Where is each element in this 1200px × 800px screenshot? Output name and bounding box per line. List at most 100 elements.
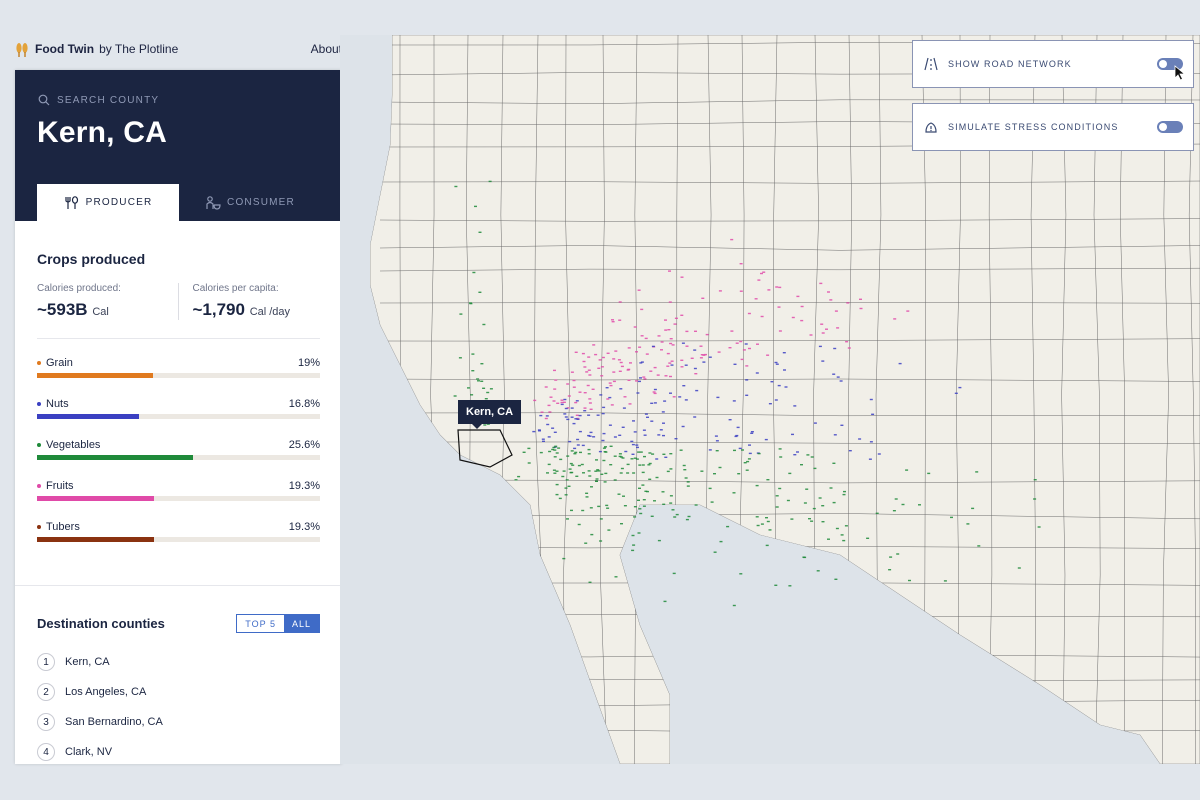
flow-dot <box>587 470 591 472</box>
all-button[interactable]: ALL <box>283 615 319 632</box>
top5-button[interactable]: TOP 5 <box>237 615 284 632</box>
road-network-control[interactable]: SHOW ROAD NETWORK <box>912 40 1194 88</box>
flow-dot <box>580 463 584 466</box>
flow-dot <box>669 502 673 504</box>
flow-dot <box>726 525 730 528</box>
flow-dot <box>590 486 593 488</box>
flow-dot <box>743 462 747 464</box>
stress-conditions-control[interactable]: SIMULATE STRESS CONDITIONS <box>912 103 1194 151</box>
flow-dot <box>621 457 625 459</box>
flow-dot <box>567 485 571 487</box>
flow-dot <box>656 374 660 376</box>
flow-dot <box>533 399 537 402</box>
flow-dot <box>718 290 722 292</box>
flow-dot <box>554 379 558 381</box>
flow-dot <box>569 471 573 474</box>
county-border <box>633 35 638 764</box>
flow-dot <box>766 354 770 356</box>
search-box[interactable] <box>38 94 237 106</box>
crop-bar-track <box>37 537 320 542</box>
flow-dot <box>756 524 760 527</box>
flow-dot <box>611 319 614 321</box>
flow-dot <box>562 470 566 472</box>
flow-dot <box>892 510 896 512</box>
flow-dot <box>778 330 782 332</box>
flow-dot <box>608 396 612 399</box>
tab-producer[interactable]: PRODUCER <box>37 184 179 221</box>
flow-dot <box>694 330 697 332</box>
flow-dot <box>739 290 743 292</box>
flow-dot <box>587 434 591 437</box>
crop-dot <box>37 525 41 529</box>
flow-dot <box>600 375 604 377</box>
map-view[interactable]: SHOW ROAD NETWORK SIMULATE STRESS CONDIT… <box>340 35 1200 764</box>
flow-dot <box>762 271 766 273</box>
flow-dot <box>848 450 852 452</box>
flow-dot <box>618 434 622 436</box>
flow-dot <box>777 306 781 308</box>
list-item[interactable]: 4 Clark, NV <box>37 737 320 764</box>
flow-dot <box>555 470 559 472</box>
flow-dot <box>527 462 531 464</box>
flow-dot <box>702 354 706 356</box>
flow-dot <box>791 316 795 319</box>
flow-dot <box>672 396 676 398</box>
tab-consumer[interactable]: CONSUMER <box>179 184 321 221</box>
flow-dot <box>757 452 761 455</box>
flow-dot <box>954 392 958 394</box>
flow-dot <box>599 394 603 396</box>
stat-label: Calories produced: <box>37 283 121 294</box>
stress-conditions-toggle[interactable] <box>1157 121 1183 133</box>
crop-row: Grain 19% <box>37 357 320 369</box>
about-link[interactable]: About <box>310 42 342 56</box>
flow-dot <box>927 472 931 475</box>
flow-dot <box>587 448 591 451</box>
flow-dot <box>1033 479 1037 481</box>
flow-dot <box>686 485 690 487</box>
flow-dot <box>747 458 751 460</box>
list-item[interactable]: 2 Los Angeles, CA <box>37 677 320 707</box>
flow-dot <box>821 521 825 523</box>
flow-dot <box>651 345 655 348</box>
flow-dot <box>832 462 836 464</box>
brand[interactable]: Food Twin by The Plotline <box>14 41 178 57</box>
flow-dot <box>793 454 797 456</box>
flow-dot <box>710 501 714 503</box>
flow-dot <box>754 298 758 300</box>
origin-county-label: Kern, CA <box>458 400 522 429</box>
map-canvas[interactable] <box>340 35 1200 764</box>
flow-dot <box>748 444 751 446</box>
flow-dot <box>674 438 678 440</box>
flow-dot <box>613 455 617 457</box>
list-item[interactable]: 1 Kern, CA <box>37 647 320 677</box>
flow-dot <box>730 238 734 241</box>
flow-dot <box>664 375 668 377</box>
flow-dot <box>604 451 608 453</box>
flow-dot <box>626 472 630 474</box>
list-item[interactable]: 3 San Bernardino, CA <box>37 707 320 737</box>
flow-dot <box>736 426 740 429</box>
road-network-label: SHOW ROAD NETWORK <box>948 59 1072 69</box>
flow-dot <box>588 398 592 400</box>
brand-suffix: by The Plotline <box>99 42 179 56</box>
search-input[interactable] <box>57 94 237 106</box>
flow-dot <box>842 539 846 542</box>
flow-dot <box>738 447 742 450</box>
stat-value: ~1,790 Cal /day <box>192 300 320 320</box>
flow-dot <box>636 446 639 449</box>
flow-dot <box>660 341 664 343</box>
flow-dot <box>642 376 646 378</box>
flow-dot <box>648 452 652 454</box>
flow-dot <box>597 470 601 472</box>
flow-dot <box>716 396 720 399</box>
flow-dot <box>875 512 879 514</box>
destination-name: Clark, NV <box>65 746 113 758</box>
flow-dot <box>552 400 556 402</box>
crop-item: Grain 19% <box>37 349 320 390</box>
destination-name: San Bernardino, CA <box>65 716 163 728</box>
county-border <box>379 338 1200 342</box>
flow-dot <box>591 388 595 390</box>
crop-dot <box>37 361 41 365</box>
flow-dot <box>832 501 836 504</box>
flow-dot <box>567 395 571 397</box>
